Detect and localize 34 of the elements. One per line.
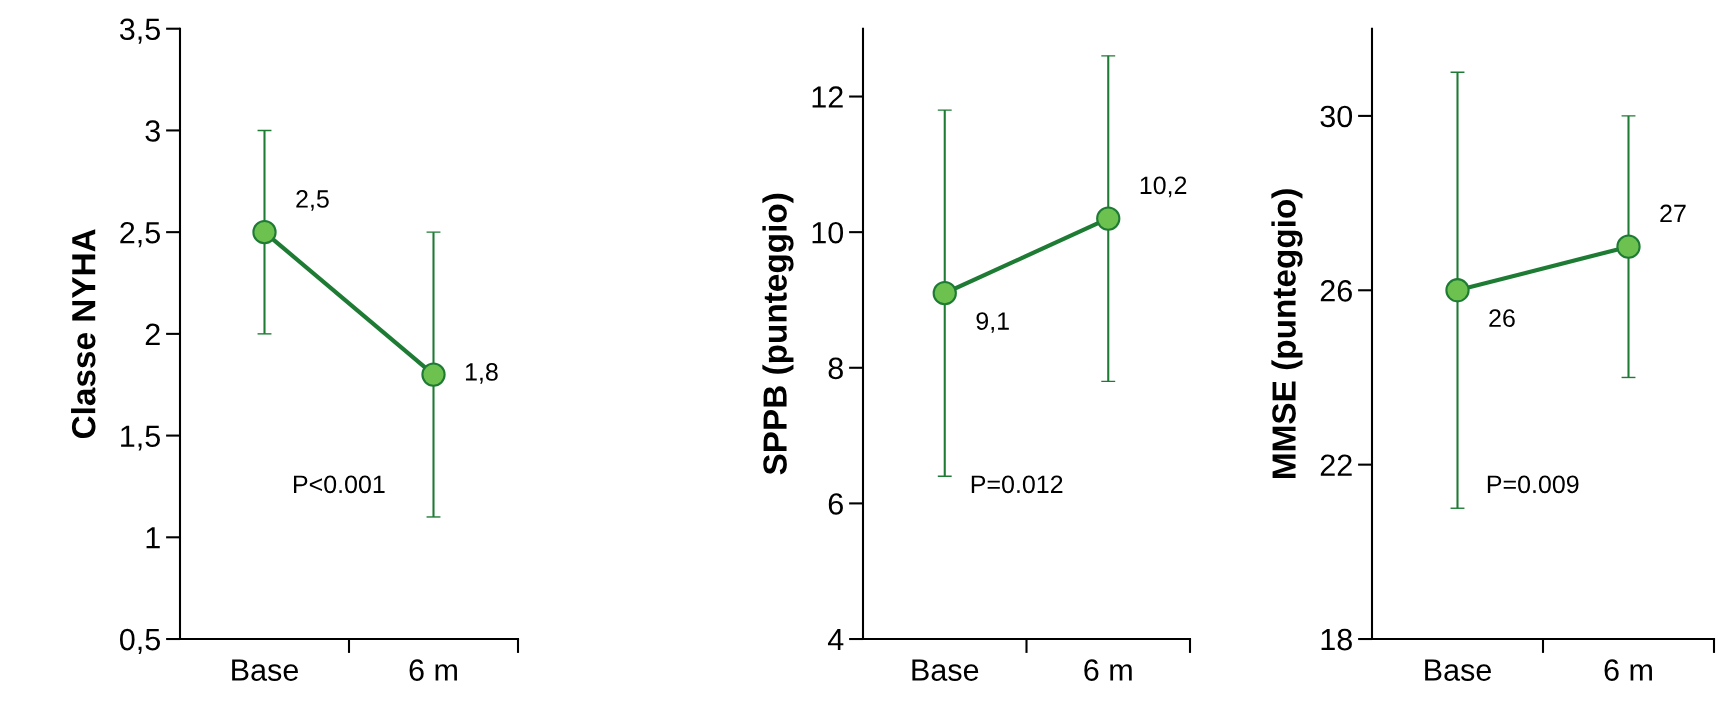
y-tick-label: 26 [1320, 280, 1352, 302]
x-tick-label: 6 m [1084, 659, 1132, 681]
y-tick-label: 22 [1320, 454, 1352, 476]
y-tick-label: 0,5 [119, 628, 160, 654]
y-tick-label: 4 [827, 629, 844, 651]
data-label: 10,2 [1140, 176, 1187, 198]
y-tick-label: 1,5 [121, 425, 160, 451]
annotation: P=0.012 [971, 475, 1063, 494]
data-label: 26 [1489, 309, 1515, 327]
x-tick-label: Base [912, 659, 979, 681]
data-label: 2,5 [296, 190, 329, 211]
data-label: 27 [1660, 204, 1686, 223]
y-tick-label: 30 [1320, 105, 1353, 128]
annotation: P<0.001 [293, 475, 385, 494]
y-tick-label: 10 [812, 221, 844, 244]
y-axis-title: SPPB (punteggio) [762, 193, 794, 475]
y-tick-label: 3 [145, 120, 160, 142]
y-tick-label: 12 [812, 86, 843, 108]
y-axis-title: Classe NYHA [71, 229, 96, 439]
y-tick-label: 1 [146, 527, 160, 549]
x-tick-label: 6 m [1604, 659, 1652, 681]
y-tick-label: 2,5 [120, 221, 160, 248]
x-tick-label: Base [232, 659, 298, 681]
annotation: P=0.009 [1487, 475, 1579, 494]
y-tick-label: 8 [828, 357, 843, 380]
y-tick-label: 3,5 [119, 18, 160, 44]
y-tick-label: 2 [145, 323, 160, 345]
y-tick-label: 6 [828, 493, 843, 515]
data-label: 1,8 [465, 363, 498, 384]
x-tick-label: Base [1425, 659, 1491, 681]
y-axis-title: MMSE (punteggio) [1271, 189, 1303, 478]
data-label: 9,1 [976, 312, 1009, 333]
y-tick-label: 18 [1321, 628, 1352, 651]
x-tick-label: 6 m [409, 659, 457, 681]
